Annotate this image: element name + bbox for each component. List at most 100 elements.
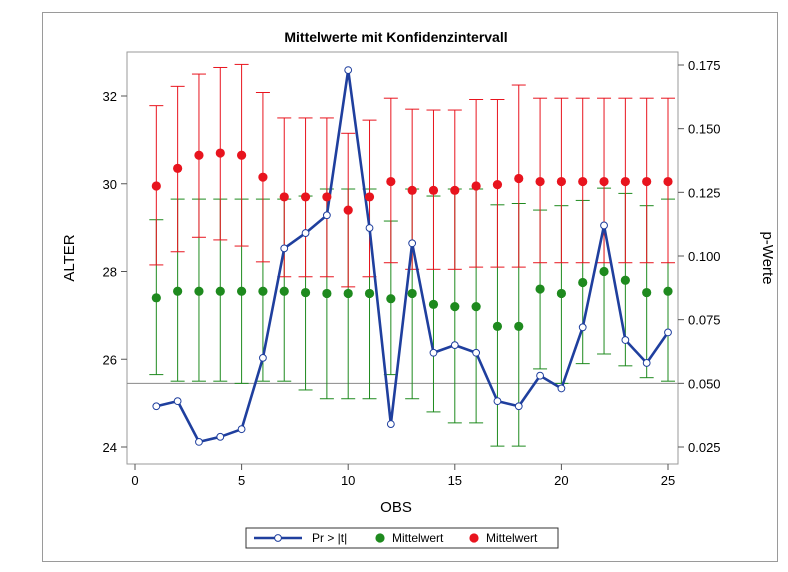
mean-point-green <box>215 286 225 296</box>
x-tick-label: 25 <box>661 473 675 488</box>
x-tick-label: 5 <box>238 473 245 488</box>
mean-point-green <box>556 288 567 299</box>
mean-point-green <box>471 302 481 312</box>
legend-box <box>245 527 559 549</box>
x-tick-label: 10 <box>341 473 355 488</box>
mean-point-red <box>620 176 630 187</box>
pvalue-marker <box>216 432 225 441</box>
y-right-tick-label: 0.100 <box>688 249 721 264</box>
pvalue-marker <box>493 397 502 406</box>
pvalue-marker <box>642 359 651 367</box>
mean-point-red <box>151 181 161 191</box>
legend-label-green: Mittelwert <box>392 531 444 545</box>
mean-point-red <box>599 176 609 187</box>
legend-swatch-green <box>375 533 385 543</box>
mean-point-red <box>300 192 311 202</box>
y-right-tick-label: 0.150 <box>688 122 721 137</box>
plot-area <box>126 51 679 465</box>
mean-point-green <box>578 277 588 288</box>
pvalue-marker <box>514 402 523 411</box>
pvalue-marker <box>322 211 331 220</box>
mean-point-green <box>535 284 545 294</box>
legend-swatch-pvalue-marker <box>274 534 282 542</box>
mean-point-green <box>514 321 524 331</box>
axes-layer: 0 5 10 15 20 25 24 26 28 30 32 0.025 0.050 0.075 0.100… <box>103 58 721 488</box>
x-tick-label: 15 <box>448 473 462 488</box>
points-layer <box>151 148 673 331</box>
pvalue-marker <box>578 323 587 332</box>
legend: Pr > |t| Mittelwert Mittelwert <box>245 527 559 549</box>
legend-label-pvalue: Pr > |t| <box>312 531 347 545</box>
chart-title: Mittelwerte mit Konfidenzintervall <box>284 29 507 45</box>
mean-point-red <box>279 192 289 202</box>
mean-point-red <box>471 181 481 191</box>
mean-point-red <box>237 150 247 160</box>
legend-label-red: Mittelwert <box>486 531 538 545</box>
pvalue-marker <box>195 438 203 446</box>
errorbar-layer <box>149 63 675 447</box>
mean-point-red <box>194 150 204 160</box>
legend-swatch-red <box>469 533 479 543</box>
mean-point-red <box>173 163 183 173</box>
y-right-tick-label: 0.050 <box>688 376 721 391</box>
mean-point-red <box>322 192 332 202</box>
pvalue-marker <box>280 244 289 253</box>
y-left-tick-label: 30 <box>103 177 117 192</box>
mean-point-red <box>386 176 396 187</box>
y-left-tick-label: 24 <box>103 440 117 455</box>
mean-point-red <box>556 176 567 187</box>
y-right-tick-label: 0.075 <box>688 313 721 328</box>
mean-point-green <box>151 293 161 303</box>
pvalue-marker <box>450 341 459 350</box>
pvalue-marker <box>536 371 544 380</box>
mean-point-red <box>258 172 268 182</box>
mean-point-red <box>535 176 545 187</box>
y-axis-right-title: p-Werte <box>759 231 776 284</box>
x-tick-label: 20 <box>554 473 568 488</box>
pvalue-marker <box>429 348 438 357</box>
mean-point-green <box>173 286 183 296</box>
pvalue-marker <box>386 420 395 428</box>
mean-point-red <box>407 185 417 195</box>
pvalue-marker <box>365 224 374 232</box>
mean-point-red <box>578 176 588 187</box>
mean-point-green <box>279 286 289 296</box>
mean-point-green <box>364 288 375 299</box>
pvalue-line-layer <box>152 66 672 446</box>
mean-point-green <box>642 287 652 298</box>
pvalue-marker <box>664 328 672 337</box>
mean-point-red <box>215 148 225 158</box>
pvalue-marker <box>600 221 608 230</box>
mean-point-green <box>450 302 460 312</box>
mean-point-red <box>492 180 503 190</box>
mean-point-green <box>300 287 311 298</box>
mean-point-red <box>450 185 460 195</box>
pvalue-marker <box>152 402 161 411</box>
y-right-tick-label: 0.025 <box>688 440 721 455</box>
mean-point-red <box>663 176 673 187</box>
mean-point-green <box>428 299 439 310</box>
pvalue-marker <box>621 336 630 344</box>
pvalue-marker <box>301 229 310 237</box>
x-axis-title: OBS <box>380 499 412 516</box>
mean-point-red <box>642 176 652 187</box>
y-right-tick-label: 0.175 <box>688 58 721 73</box>
mean-point-green <box>599 266 609 277</box>
y-right-tick-label: 0.125 <box>688 185 721 200</box>
pvalue-marker <box>472 348 481 357</box>
mean-point-green <box>663 286 673 296</box>
y-axis-left-title: ALTER <box>61 234 78 281</box>
mean-point-green <box>492 321 503 331</box>
mean-point-red <box>343 205 353 215</box>
mean-point-green <box>343 288 353 299</box>
mean-point-red <box>364 192 375 202</box>
pvalue-marker <box>173 397 182 406</box>
y-left-tick-label: 32 <box>103 89 117 104</box>
mean-point-green <box>386 294 396 304</box>
y-left-tick-label: 28 <box>103 265 117 280</box>
mean-point-green <box>258 286 268 296</box>
mean-point-green <box>620 275 630 285</box>
pvalue-marker <box>344 66 353 74</box>
mean-point-green <box>194 286 204 296</box>
